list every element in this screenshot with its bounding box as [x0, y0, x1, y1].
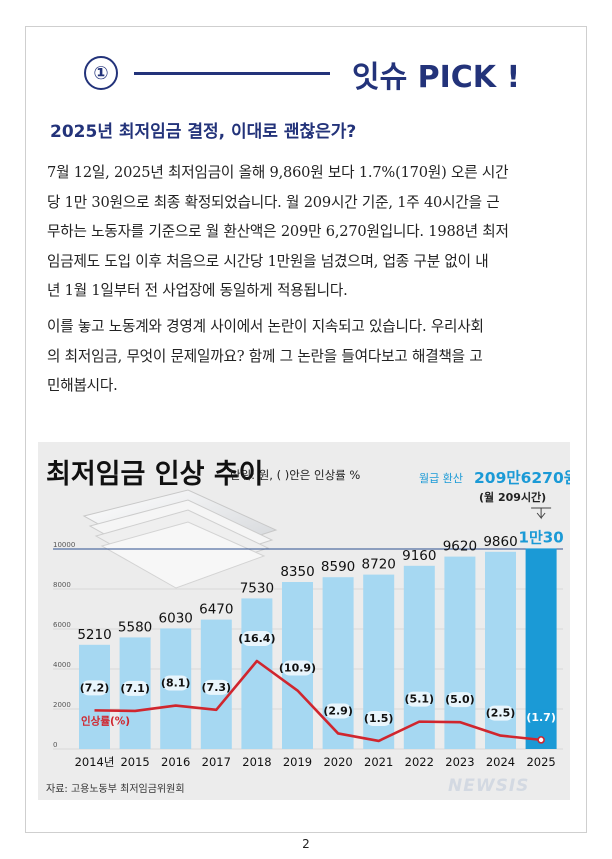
rate-label: (16.4) [238, 632, 275, 645]
x-category-label: 2018 [242, 755, 271, 769]
rate-label: (1.5) [364, 712, 394, 725]
paragraph-line: 년 1월 1일부터 전 사업장에 동일하게 적용됩니다. [47, 282, 348, 299]
chart-bar [322, 577, 354, 749]
bar-value-label: 5580 [118, 619, 152, 635]
paragraph-line: 당 1만 30원으로 최종 확정되었습니다. 월 209시간 기준, 1주 40… [47, 193, 500, 211]
rate-label: (10.9) [279, 662, 316, 675]
bar-value-label: 9860 [483, 534, 517, 550]
bar-value-label: 8720 [362, 557, 396, 573]
rate-label: (5.0) [445, 693, 475, 706]
y-tick-label: 0 [53, 741, 57, 749]
rate-label: (2.9) [323, 704, 353, 717]
rate-bubble [203, 679, 230, 695]
paragraph-line: 무하는 노동자를 기준으로 월 환산액은 209만 6,270원입니다. 198… [47, 223, 509, 240]
rate-label: (2.5) [486, 707, 516, 720]
monthly-hours-note: (월 209시간) [479, 491, 547, 504]
rate-bubble [81, 680, 108, 696]
x-category-label: 2022 [405, 755, 434, 769]
rate-label: (7.1) [120, 682, 150, 695]
bar-value-label: 1만30 [519, 528, 564, 546]
newsis-watermark: NEWSIS [448, 776, 530, 796]
x-category-label: 2025 [526, 755, 555, 769]
x-category-label: 2023 [445, 755, 474, 769]
chart-bar [403, 565, 435, 749]
x-category-label: 2015 [120, 755, 149, 769]
x-category-label: 2020 [323, 755, 352, 769]
paragraph-2: 이를 놓고 노동계와 경영계 사이에서 논란이 지속되고 있습니다. 우리사회 … [47, 312, 573, 401]
article-subtitle: 2025년 최저임금 결정, 이대로 괜찮은가? [50, 122, 357, 142]
rate-bubble [162, 675, 189, 691]
rate-bubble [122, 680, 149, 696]
rate-bubble [446, 692, 473, 708]
paragraph-line: 민해봅시다. [47, 377, 118, 394]
section-number-badge: ① [84, 56, 118, 90]
page-number: 2 [302, 837, 310, 851]
header-divider-line [134, 72, 330, 75]
bar-value-label: 9160 [402, 548, 436, 564]
chart-bar [79, 644, 110, 749]
rate-bubble [282, 660, 313, 676]
paragraph-1: 7월 12일, 2025년 최저임금이 올해 9,860원 보다 1.7%(17… [47, 158, 573, 306]
bar-value-label: 6470 [199, 602, 233, 618]
rate-bubble [528, 709, 555, 725]
rate-label: (7.2) [80, 681, 110, 694]
chart-source: 자료: 고용노동부 최저임금위원회 [46, 784, 185, 795]
rate-line [94, 659, 542, 743]
paragraph-line: 의 최저임금, 무엇이 문제일까요? 함께 그 논란을 들여다보고 해결책을 고 [47, 347, 483, 365]
rate-label: (8.1) [161, 677, 191, 690]
x-category-label: 2014년 [75, 755, 115, 769]
x-category-label: 2021 [364, 755, 393, 769]
y-tick-label: 10000 [53, 541, 75, 549]
x-category-label: 2024 [486, 755, 515, 769]
monthly-wage-value: 209만6270원 [474, 469, 570, 487]
callout-bracket [531, 507, 552, 520]
bar-value-label: 6030 [159, 610, 193, 626]
bar-value-label: 7530 [240, 580, 274, 596]
paragraph-line: 이를 놓고 노동계와 경영계 사이에서 논란이 지속되고 있습니다. 우리사회 [47, 318, 484, 335]
rate-label: (5.1) [405, 693, 435, 706]
y-tick-label: 8000 [53, 581, 71, 589]
x-category-label: 2016 [161, 755, 190, 769]
bar-value-label: 8590 [321, 559, 355, 575]
y-tick-label: 4000 [53, 661, 71, 669]
paper-stack-illustration [82, 489, 278, 589]
monthly-wage-label: 월급 환산 [419, 472, 463, 485]
chart-unit-note: 단위: 원, ( )안은 인상률 % [230, 468, 361, 482]
page-frame [25, 26, 587, 833]
bar-value-label: 8350 [280, 564, 314, 580]
paragraph-line: 임금제도 도입 이후 처음으로 시간당 1만원을 넘겼으며, 업종 구분 없이 … [47, 252, 489, 270]
y-tick-label: 6000 [53, 621, 71, 629]
rate-bubble [241, 631, 272, 646]
section-title: 잇슈 PICK ! [352, 60, 521, 95]
chart-title: 최저임금 인상 추이 [46, 459, 264, 490]
bar-value-label: 5210 [77, 627, 111, 643]
bar-value-label: 9620 [443, 539, 477, 555]
paragraph-line: 7월 12일, 2025년 최저임금이 올해 9,860원 보다 1.7%(17… [47, 164, 509, 181]
rate-label: (7.3) [202, 681, 232, 694]
x-category-label: 2019 [283, 755, 312, 769]
x-category-label: 2017 [202, 755, 231, 769]
chart-bar [444, 556, 476, 749]
rate-bubble [487, 705, 514, 721]
rate-bubble [365, 710, 392, 726]
minimum-wage-chart: 0 2000 4000 6000 8000 10000 5210 2014년 5580 2015… [38, 442, 570, 800]
rate-bubble [325, 703, 352, 719]
y-tick-label: 2000 [53, 701, 71, 709]
rate-end-point [537, 736, 545, 744]
rate-series-label: 인상률(%) [81, 714, 130, 727]
rate-label: (1.7) [526, 711, 556, 724]
rate-bubble [406, 691, 433, 707]
chart-canvas: 0 2000 4000 6000 8000 10000 5210 2014년 5580 2015… [53, 489, 564, 769]
